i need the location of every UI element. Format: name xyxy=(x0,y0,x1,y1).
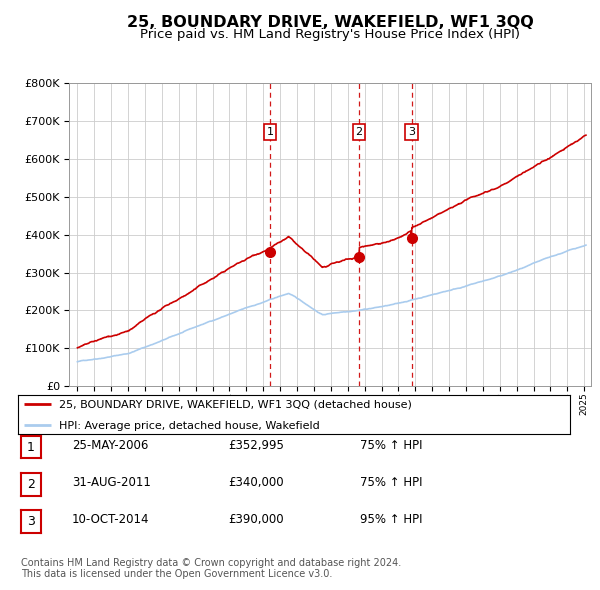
Text: 1: 1 xyxy=(266,127,274,137)
Text: 3: 3 xyxy=(408,127,415,137)
Text: 75% ↑ HPI: 75% ↑ HPI xyxy=(360,476,422,489)
Text: 10-OCT-2014: 10-OCT-2014 xyxy=(72,513,149,526)
Text: Contains HM Land Registry data © Crown copyright and database right 2024.
This d: Contains HM Land Registry data © Crown c… xyxy=(21,558,401,579)
Text: 25, BOUNDARY DRIVE, WAKEFIELD, WF1 3QQ (detached house): 25, BOUNDARY DRIVE, WAKEFIELD, WF1 3QQ (… xyxy=(59,399,412,409)
Text: 3: 3 xyxy=(27,515,35,528)
Text: 2: 2 xyxy=(355,127,362,137)
Text: 31-AUG-2011: 31-AUG-2011 xyxy=(72,476,151,489)
Text: 95% ↑ HPI: 95% ↑ HPI xyxy=(360,513,422,526)
Text: 1: 1 xyxy=(27,441,35,454)
Text: Price paid vs. HM Land Registry's House Price Index (HPI): Price paid vs. HM Land Registry's House … xyxy=(140,28,520,41)
Text: £352,995: £352,995 xyxy=(228,439,284,452)
Text: HPI: Average price, detached house, Wakefield: HPI: Average price, detached house, Wake… xyxy=(59,421,320,431)
Text: 25, BOUNDARY DRIVE, WAKEFIELD, WF1 3QQ: 25, BOUNDARY DRIVE, WAKEFIELD, WF1 3QQ xyxy=(127,15,533,30)
Text: £340,000: £340,000 xyxy=(228,476,284,489)
Text: £390,000: £390,000 xyxy=(228,513,284,526)
Text: 25-MAY-2006: 25-MAY-2006 xyxy=(72,439,148,452)
Text: 75% ↑ HPI: 75% ↑ HPI xyxy=(360,439,422,452)
Text: 2: 2 xyxy=(27,478,35,491)
